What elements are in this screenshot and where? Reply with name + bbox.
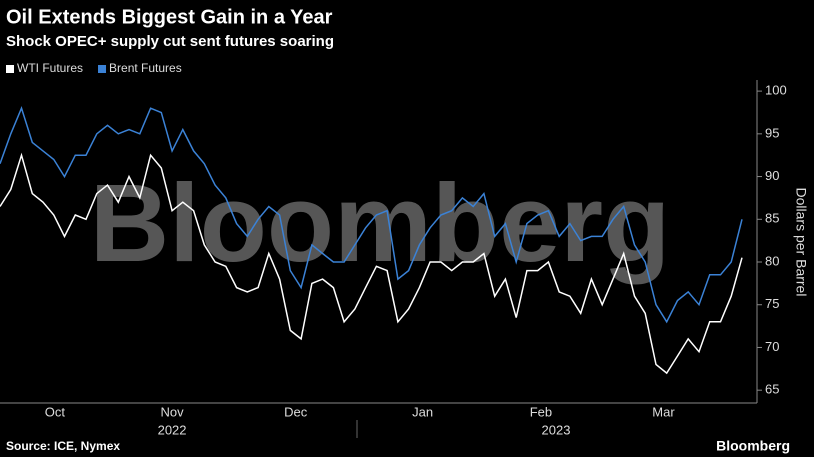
y-tick-label: 65 — [765, 382, 779, 397]
y-tick-label: 70 — [765, 339, 779, 354]
year-label: 2023 — [542, 422, 571, 437]
line-series — [0, 106, 743, 324]
x-tick-label: Oct — [45, 404, 66, 419]
y-tick-label: 85 — [765, 211, 779, 226]
year-label: 2022 — [158, 422, 187, 437]
x-tick-label: Dec — [284, 404, 308, 419]
y-tick-label: 75 — [765, 296, 779, 311]
y-tick-label: 95 — [765, 125, 779, 140]
brand: Bloomberg — [716, 438, 790, 454]
source: Source: ICE, Nymex — [6, 439, 120, 453]
watermark: Bloomberg — [90, 162, 671, 285]
chart-subtitle: Shock OPEC+ supply cut sent futures soar… — [6, 33, 334, 50]
x-tick-label: Jan — [412, 404, 433, 419]
x-tick-label: Feb — [530, 404, 552, 419]
y-tick-label: 80 — [765, 253, 779, 268]
legend-label: WTI Futures — [17, 61, 83, 75]
x-tick-label: Nov — [160, 404, 184, 419]
y-tick-label: 90 — [765, 168, 779, 183]
y-axis-label: Dollars per Barrel — [793, 188, 809, 297]
legend-swatch — [98, 65, 107, 73]
y-tick-label: 100 — [765, 83, 787, 98]
legend-swatch — [6, 65, 14, 73]
line-series — [0, 152, 743, 375]
x-tick-label: Mar — [652, 404, 675, 419]
legend-label: Brent Futures — [109, 61, 182, 75]
chart-title: Oil Extends Biggest Gain in a Year — [6, 6, 333, 28]
